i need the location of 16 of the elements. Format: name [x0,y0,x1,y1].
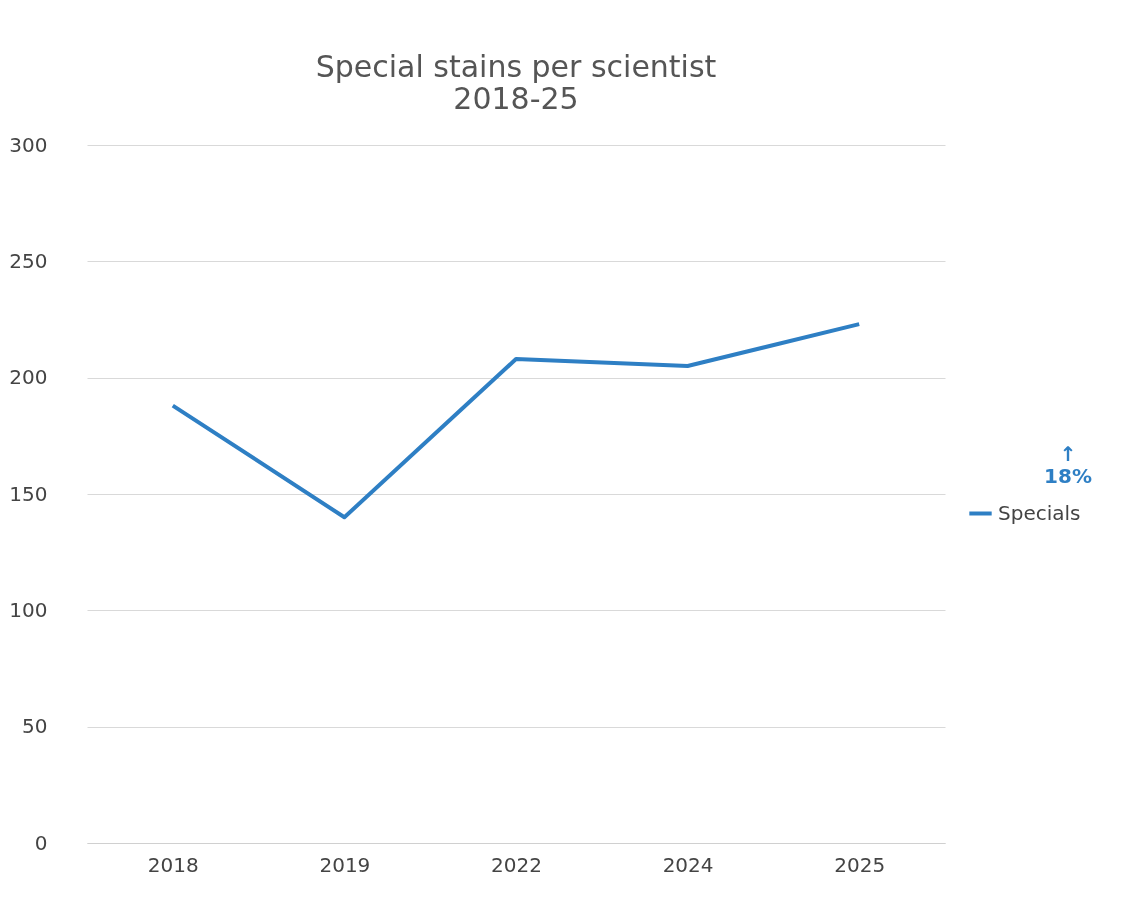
y-tick-label: 100 [9,597,48,622]
text: ↑ 18% [1044,442,1092,488]
x-tick-label: 2019 [319,852,371,877]
chart-title: Special stains per scientist 2018-25 [315,49,717,116]
y-tick-label: 250 [9,248,48,273]
y-tick-label: 50 [22,714,48,739]
legend-label: Specials [998,500,1081,525]
y-tick-label: 150 [9,481,48,506]
y-tick-label: 0 [34,830,48,855]
x-tick-label: 2024 [662,852,714,877]
x-tick-label: 2025 [834,852,886,877]
y-tick-label: 300 [9,132,48,157]
line-series [170,322,862,520]
x-tick-label: 2022 [491,852,542,877]
y-tick-label: 200 [9,365,48,390]
x-tick-label: 2018 [147,852,199,877]
